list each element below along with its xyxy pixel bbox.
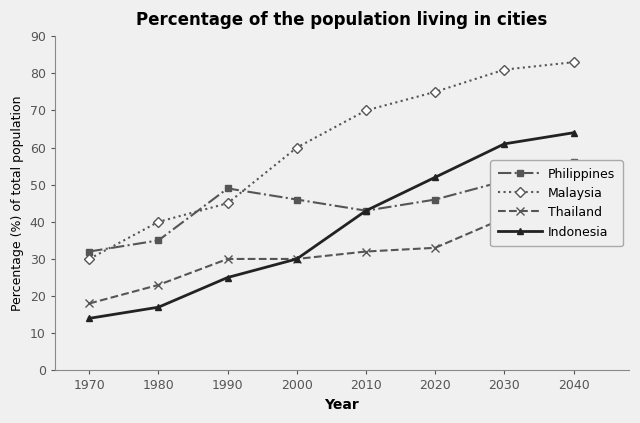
Thailand: [224, 256, 232, 261]
Indonesia: [570, 130, 577, 135]
Indonesia: [224, 275, 232, 280]
Malaysia: [293, 145, 301, 150]
Indonesia: [431, 175, 439, 180]
Thailand: [500, 216, 508, 221]
Philippines: [293, 197, 301, 202]
Line: Indonesia: Indonesia: [86, 129, 577, 322]
Title: Percentage of the population living in cities: Percentage of the population living in c…: [136, 11, 547, 29]
Malaysia: [86, 256, 93, 261]
Indonesia: [155, 305, 163, 310]
Thailand: [293, 256, 301, 261]
Thailand: [86, 301, 93, 306]
Thailand: [431, 245, 439, 250]
Line: Thailand: Thailand: [85, 181, 578, 308]
Philippines: [431, 197, 439, 202]
X-axis label: Year: Year: [324, 398, 359, 412]
Indonesia: [293, 256, 301, 261]
Philippines: [500, 179, 508, 184]
Thailand: [362, 249, 370, 254]
Malaysia: [155, 219, 163, 224]
Malaysia: [362, 108, 370, 113]
Line: Philippines: Philippines: [86, 159, 577, 255]
Philippines: [570, 160, 577, 165]
Y-axis label: Percentage (%) of total population: Percentage (%) of total population: [11, 96, 24, 311]
Indonesia: [86, 316, 93, 321]
Malaysia: [500, 67, 508, 72]
Philippines: [155, 238, 163, 243]
Thailand: [570, 182, 577, 187]
Philippines: [224, 186, 232, 191]
Legend: Philippines, Malaysia, Thailand, Indonesia: Philippines, Malaysia, Thailand, Indones…: [490, 160, 623, 246]
Malaysia: [570, 60, 577, 65]
Malaysia: [431, 89, 439, 94]
Indonesia: [500, 141, 508, 146]
Malaysia: [224, 201, 232, 206]
Indonesia: [362, 208, 370, 213]
Line: Malaysia: Malaysia: [86, 59, 577, 262]
Philippines: [362, 208, 370, 213]
Philippines: [86, 249, 93, 254]
Thailand: [155, 283, 163, 288]
